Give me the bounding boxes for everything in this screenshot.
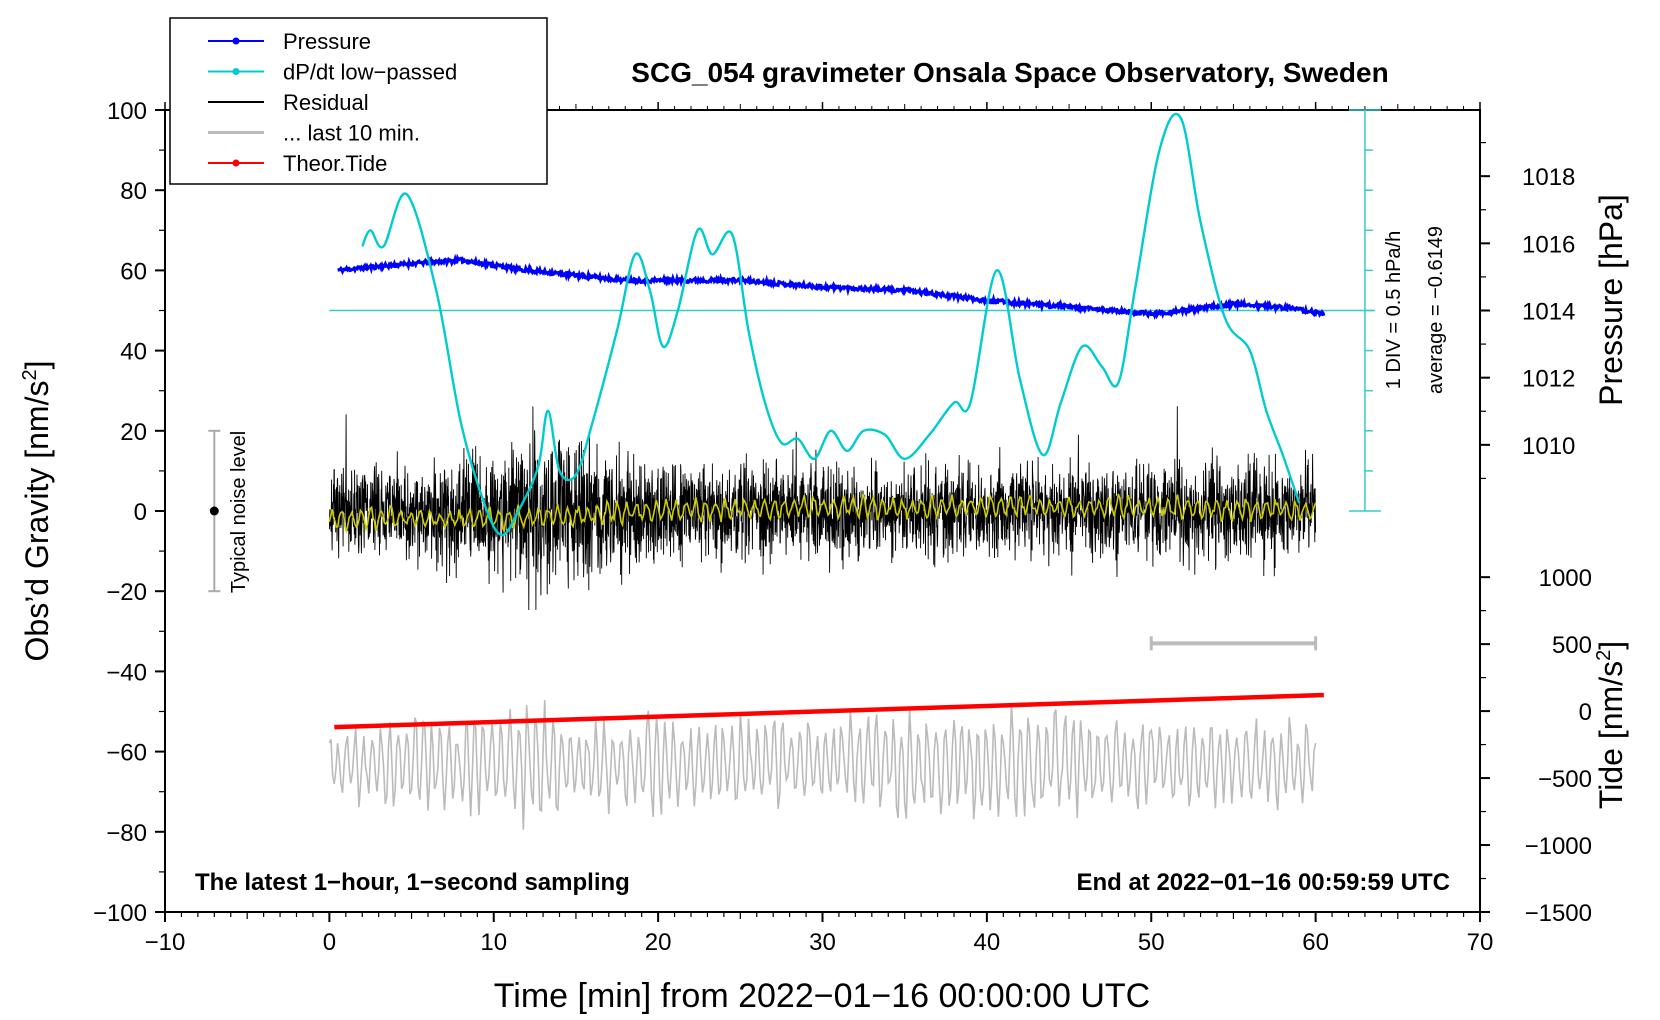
dpdt-scale-label: 1 DIV = 0.5 hPa/h (1383, 231, 1405, 389)
tide-axis-label-main: Tide [nm/s (1593, 661, 1629, 809)
legend-items: Pressure dP/dt low−passed Residual ... last… (208, 29, 457, 176)
tide-tick-label: −500 (1538, 766, 1592, 793)
tide-tick-label: 0 (1579, 699, 1592, 726)
legend-entry: Residual (208, 90, 369, 115)
legend-label: ... last 10 min. (283, 121, 420, 146)
y-tick-label: −60 (106, 740, 147, 767)
annotation-bottom-right: End at 2022−01−16 00:59:59 UTC (1076, 869, 1450, 896)
legend-entry: Pressure (208, 29, 371, 54)
legend-swatch-marker (232, 159, 240, 167)
x-tick-label: 50 (1138, 929, 1165, 956)
y-tick-label: 100 (107, 98, 147, 125)
y-tick-label: −100 (93, 900, 147, 927)
noise-bar-dot (209, 506, 219, 516)
noise-level-bar (208, 429, 221, 593)
pressure-tick-label: 1016 (1522, 231, 1575, 258)
legend-label: Pressure (283, 29, 371, 54)
tide-axis-label-sup: 2 (1593, 650, 1615, 661)
x-tick-label: 30 (809, 929, 836, 956)
x-tick-label: 20 (645, 929, 672, 956)
x-tick-label: 10 (480, 929, 507, 956)
tide-axis-label-end: ] (1593, 641, 1629, 650)
y-tick-label: 40 (120, 339, 147, 366)
pressure-tick-label: 1014 (1522, 299, 1575, 326)
noise-level-label: Typical noise level (228, 431, 250, 593)
legend-swatch-marker (232, 68, 240, 75)
pressure-tick-label: 1012 (1522, 366, 1575, 393)
annotation-bottom-left: The latest 1−hour, 1−second sampling (195, 869, 630, 896)
x-tick-label: −10 (145, 929, 186, 956)
tide-tick-label: 1000 (1539, 565, 1592, 592)
pressure-line (337, 253, 1326, 321)
legend-entry: dP/dt low−passed (208, 60, 457, 85)
tide-tick-label: −1000 (1525, 833, 1592, 860)
pressure-tick-label: 1018 (1522, 164, 1575, 191)
last-10-min-bar (1149, 636, 1318, 651)
y-tick-label: 80 (120, 178, 147, 205)
legend-label: Residual (283, 90, 369, 115)
y-tick-label: −80 (106, 820, 147, 847)
residual-line (328, 406, 1317, 611)
y-tick-label: 20 (120, 419, 147, 446)
legend-label: Theor.Tide (283, 151, 387, 176)
pressure-axis-label: Pressure [hPa] (1593, 194, 1629, 406)
dpdt-scale-bar (1348, 109, 1381, 512)
x-tick-label: 70 (1467, 929, 1494, 956)
legend-swatch-marker (232, 37, 240, 45)
y-tick-label: −40 (106, 659, 147, 686)
y-axis-label-left: Obs’d Gravity [nm/s2] (19, 361, 55, 662)
y-axis-label-left-end: ] (19, 361, 55, 370)
y-axis-label-left-main: Obs’d Gravity [nm/s (19, 381, 55, 662)
legend-label: dP/dt low−passed (283, 60, 457, 85)
dpdt-average-label: average = −0.6149 (1425, 226, 1447, 394)
y-tick-label: 0 (134, 499, 147, 526)
y-tick-label: 60 (120, 258, 147, 285)
legend: Pressure dP/dt low−passed Residual ... last… (169, 17, 548, 185)
last-10-min-line (328, 700, 1317, 830)
y-axis-label-left-sup: 2 (19, 369, 41, 380)
dpdt-line (361, 112, 1301, 537)
chart-title: SCG_054 gravimeter Onsala Space Observat… (631, 57, 1388, 88)
x-axis-label: Time [min] from 2022−01−16 00:00:00 UTC (494, 977, 1150, 1015)
y-tick-label: −20 (106, 579, 147, 606)
tide-tick-label: −1500 (1525, 900, 1592, 927)
axes-layer: −10 0 10 20 30 40 50 60 70100806040200−20−40−60−… (93, 98, 1592, 956)
series-layer (328, 112, 1375, 830)
tide-axis-label: Tide [nm/s2] (1593, 641, 1629, 809)
legend-entry: ... last 10 min. (208, 121, 420, 146)
x-tick-label: 40 (974, 929, 1001, 956)
x-tick-label: 0 (323, 929, 336, 956)
tide-tick-label: 500 (1552, 632, 1592, 659)
legend-entry: Theor.Tide (208, 151, 387, 176)
pressure-tick-label: 1010 (1522, 433, 1575, 460)
tide-line (334, 692, 1324, 730)
x-tick-label: 60 (1302, 929, 1329, 956)
